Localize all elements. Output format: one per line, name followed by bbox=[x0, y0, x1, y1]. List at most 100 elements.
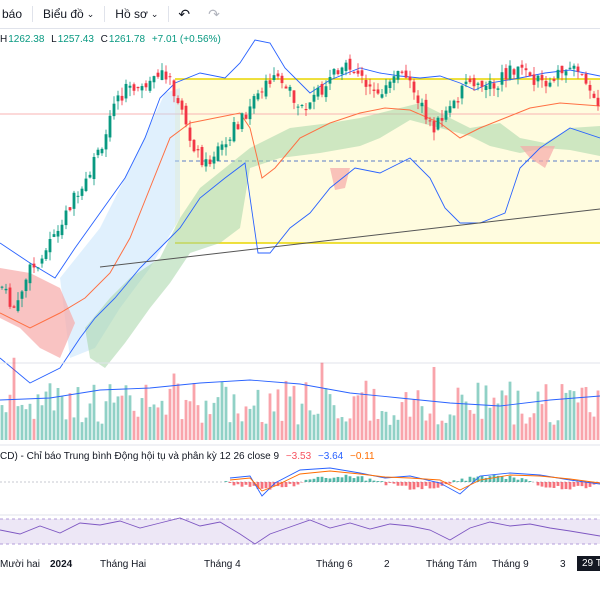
chart-menu[interactable]: Biểu đồ ⌄ bbox=[33, 0, 104, 28]
candle-body bbox=[432, 121, 436, 133]
macd-histogram-bar bbox=[316, 476, 320, 482]
macd-histogram-bar bbox=[244, 482, 248, 485]
volume-bar bbox=[120, 395, 124, 440]
volume-bar bbox=[416, 390, 420, 440]
volume-bar bbox=[564, 392, 568, 440]
candle-body bbox=[540, 74, 544, 81]
volume-bar bbox=[236, 413, 240, 440]
macd-histogram-bar bbox=[288, 482, 292, 484]
macd-histogram-bar bbox=[260, 482, 264, 489]
volume-bar bbox=[368, 420, 372, 440]
time-axis-label: Tháng 9 bbox=[492, 559, 529, 570]
candle-body bbox=[176, 98, 180, 104]
ohlc-high-label: H bbox=[0, 34, 8, 45]
volume-bar bbox=[16, 406, 20, 440]
macd-histogram-bar bbox=[388, 482, 392, 483]
volume-bar bbox=[460, 394, 464, 440]
candle-body bbox=[416, 95, 420, 104]
candle-body bbox=[520, 64, 524, 68]
volume-bar bbox=[172, 373, 176, 440]
volume-bar bbox=[560, 384, 564, 440]
indicators-menu[interactable]: báo bbox=[0, 0, 32, 28]
volume-bar bbox=[528, 417, 532, 440]
candle-body bbox=[308, 102, 312, 109]
volume-bar bbox=[288, 396, 292, 440]
macd-value-2: −3.64 bbox=[317, 451, 344, 462]
macd-histogram-bar bbox=[336, 476, 340, 482]
toolbar-divider bbox=[104, 6, 106, 22]
volume-bar bbox=[132, 410, 136, 440]
volume-bar bbox=[100, 423, 104, 440]
redo-icon[interactable]: ↷ bbox=[208, 5, 220, 22]
candle-body bbox=[172, 80, 176, 97]
volume-bar bbox=[268, 393, 272, 440]
time-axis-label: Mười hai bbox=[0, 559, 40, 570]
candle-body bbox=[340, 67, 344, 75]
candle-body bbox=[148, 80, 152, 91]
candle-body bbox=[320, 83, 324, 95]
volume-bar bbox=[296, 424, 300, 440]
volume-bar bbox=[208, 414, 212, 440]
volume-bar bbox=[240, 421, 244, 440]
candle-body bbox=[68, 207, 72, 211]
chevron-down-icon: ⌄ bbox=[150, 8, 159, 19]
candle-body bbox=[164, 71, 168, 80]
volume-bar bbox=[112, 402, 116, 440]
volume-bar bbox=[380, 411, 384, 440]
macd-histogram-bar bbox=[276, 482, 280, 487]
volume-bar bbox=[196, 405, 200, 440]
toolbar-divider bbox=[168, 6, 170, 22]
volume-bar bbox=[144, 384, 148, 440]
volume-bar bbox=[256, 389, 260, 440]
candle-body bbox=[324, 86, 328, 98]
macd-histogram-bar bbox=[476, 476, 480, 482]
chart-canvas[interactable] bbox=[0, 28, 600, 555]
volume-bar bbox=[412, 399, 416, 440]
candle-body bbox=[276, 73, 280, 77]
candle-body bbox=[244, 114, 248, 119]
candle-body bbox=[12, 306, 16, 308]
volume-bar bbox=[568, 390, 572, 440]
macd-histogram-bar bbox=[268, 482, 272, 490]
macd-histogram-bar bbox=[380, 481, 384, 482]
candle-body bbox=[488, 80, 492, 90]
macd-histogram-bar bbox=[576, 482, 580, 486]
volume-bar bbox=[148, 406, 152, 440]
candle-body bbox=[472, 78, 476, 87]
profile-menu[interactable]: Hồ sơ ⌄ bbox=[105, 0, 168, 28]
bollinger-fill bbox=[60, 88, 180, 358]
candle-body bbox=[112, 103, 116, 117]
volume-bar bbox=[80, 422, 84, 440]
volume-bar bbox=[200, 422, 204, 440]
candle-body bbox=[464, 81, 468, 85]
macd-histogram-bar bbox=[284, 482, 288, 488]
candle-body bbox=[8, 287, 12, 307]
macd-histogram-bar bbox=[416, 482, 420, 488]
macd-histogram-bar bbox=[448, 482, 452, 484]
volume-bar bbox=[540, 404, 544, 440]
candle-body bbox=[412, 81, 416, 93]
macd-histogram-bar bbox=[384, 482, 388, 486]
candle-body bbox=[36, 267, 40, 269]
undo-icon[interactable]: ↶ bbox=[178, 5, 191, 22]
volume-bar bbox=[212, 402, 216, 440]
macd-histogram-bar bbox=[500, 476, 504, 482]
candle-body bbox=[524, 68, 528, 71]
ichimoku-cloud-red bbox=[0, 268, 75, 358]
candle-body bbox=[268, 80, 272, 84]
macd-histogram-bar bbox=[328, 478, 332, 482]
macd-histogram-bar bbox=[556, 482, 560, 486]
macd-histogram-bar bbox=[348, 476, 352, 482]
candle-body bbox=[16, 300, 20, 311]
candle-body bbox=[88, 174, 92, 178]
macd-histogram-bar bbox=[428, 482, 432, 489]
volume-bar bbox=[44, 391, 48, 440]
macd-histogram-bar bbox=[580, 482, 584, 487]
candle-body bbox=[76, 195, 80, 197]
candle-body bbox=[184, 105, 188, 125]
volume-bar bbox=[128, 395, 132, 440]
macd-histogram-bar bbox=[548, 482, 552, 488]
candle-body bbox=[0, 286, 4, 288]
candle-body bbox=[536, 75, 540, 82]
volume-bar bbox=[444, 422, 448, 440]
